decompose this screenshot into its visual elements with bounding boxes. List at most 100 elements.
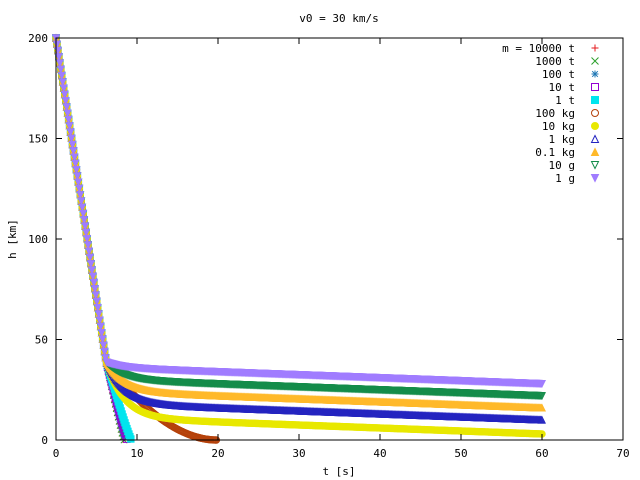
data-point (56, 65, 65, 74)
data-point (79, 209, 88, 218)
data-point (70, 153, 79, 162)
plot-area (51, 33, 547, 444)
data-point (52, 40, 61, 49)
data-point (115, 411, 122, 419)
data-point (537, 415, 547, 424)
data-point (81, 222, 90, 231)
x-tick-label: 70 (616, 447, 629, 460)
legend-marker (590, 161, 600, 170)
data-point (87, 266, 96, 275)
data-point (84, 241, 93, 250)
series-10-g (51, 34, 547, 401)
data-point (64, 115, 73, 124)
data-point (55, 59, 64, 68)
legend-marker (591, 57, 599, 65)
data-point (71, 159, 80, 168)
legend-marker (591, 44, 599, 52)
x-axis-label: t [s] (322, 465, 355, 478)
legend-label: m = 10000 t (502, 42, 575, 55)
data-point (93, 303, 102, 312)
data-point (537, 392, 547, 401)
legend-marker (591, 96, 599, 104)
data-point (82, 228, 91, 237)
data-point (127, 435, 135, 443)
data-point (99, 341, 108, 350)
series-10-kg (52, 34, 546, 438)
data-point (101, 354, 110, 363)
data-point (126, 389, 135, 398)
data-point (94, 310, 103, 319)
data-point (90, 285, 99, 294)
data-point (69, 147, 78, 156)
data-point (80, 216, 89, 225)
data-point (54, 53, 63, 62)
data-point (66, 128, 75, 137)
y-tick-label: 200 (28, 32, 48, 45)
chart-title: v0 = 30 km/s (299, 12, 378, 25)
data-point (78, 203, 87, 212)
legend-marker (591, 122, 599, 130)
data-point (86, 253, 95, 262)
data-point (67, 134, 76, 143)
data-point (86, 260, 96, 269)
data-point (88, 272, 97, 281)
series-1-kg (51, 33, 547, 424)
data-point (60, 90, 69, 99)
legend-marker (591, 109, 599, 117)
legend-label: 0.1 kg (535, 146, 575, 159)
data-point (73, 172, 82, 181)
legend-marker (590, 134, 600, 143)
data-point (61, 97, 70, 106)
data-point (97, 329, 106, 338)
x-tick-label: 0 (53, 447, 60, 460)
y-tick-label: 100 (28, 233, 48, 246)
legend-label: 100 kg (535, 107, 575, 120)
data-point (95, 316, 104, 325)
data-point (72, 165, 81, 175)
y-tick-label: 50 (35, 334, 48, 347)
data-point (65, 122, 74, 131)
y-axis-label: h [km] (6, 219, 19, 259)
legend-label: 100 t (542, 68, 575, 81)
data-point (76, 191, 85, 200)
x-tick-label: 30 (292, 447, 305, 460)
legend-label: 10 t (549, 81, 576, 94)
data-point (537, 380, 547, 389)
legend-label: 1000 t (535, 55, 575, 68)
data-point (100, 347, 109, 356)
data-point (91, 291, 100, 300)
data-point (85, 247, 94, 256)
legend-marker (591, 70, 599, 78)
data-point (57, 71, 66, 80)
data-point (125, 389, 134, 398)
x-tick-label: 60 (535, 447, 548, 460)
axes: 0 10 20 30 40 50 60 70 0 50 100 150 200 (28, 32, 630, 460)
data-point (74, 178, 83, 187)
legend-label: 1 kg (549, 133, 576, 146)
data-point (123, 387, 132, 396)
data-point (98, 335, 107, 344)
series-0-1-kg (51, 33, 547, 412)
data-point (58, 78, 67, 87)
data-point (68, 140, 77, 149)
data-point (59, 84, 68, 93)
data-point (77, 197, 86, 206)
x-tick-label: 40 (373, 447, 386, 460)
legend-label: 10 kg (542, 120, 575, 133)
data-point (115, 415, 123, 423)
data-point (92, 297, 101, 306)
legend-marker (591, 83, 599, 91)
series-1-g (51, 34, 547, 389)
legend-marker (590, 174, 600, 183)
data-point (63, 109, 72, 118)
data-point (62, 103, 71, 112)
legend-label: 10 g (549, 159, 576, 172)
data-point (537, 403, 547, 412)
x-tick-label: 20 (211, 447, 224, 460)
data-point (96, 322, 105, 331)
legend-label: 1 g (555, 172, 575, 185)
x-tick-label: 10 (130, 447, 143, 460)
data-point (75, 184, 84, 193)
